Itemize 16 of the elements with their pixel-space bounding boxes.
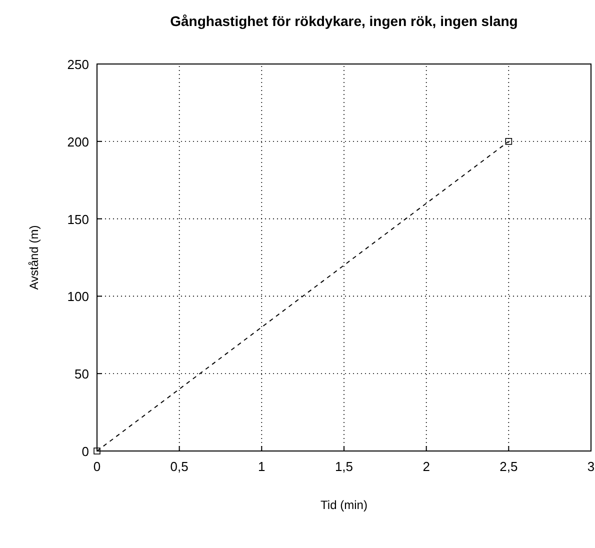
y-tick-label: 150	[67, 212, 89, 227]
chart-title: Gånghastighet för rökdykare, ingen rök, ingen slang	[170, 13, 518, 29]
y-tick-label: 50	[74, 366, 89, 382]
x-axis-title: Tid (min)	[320, 498, 368, 512]
x-tick-label: 0,5	[170, 459, 188, 474]
y-axis-title: Avstånd (m)	[27, 225, 41, 290]
y-tick-label: 250	[67, 57, 89, 72]
x-tick-label: 1,5	[334, 459, 354, 474]
x-tick-label: 1	[258, 459, 266, 474]
y-tick-label: 200	[67, 134, 89, 150]
x-tick-label: 3	[587, 459, 595, 474]
x-tick-label: 2,5	[500, 459, 518, 474]
y-tick-label: 0	[82, 444, 89, 459]
y-tick-label: 100	[67, 289, 89, 304]
x-tick-label: 0	[93, 459, 101, 474]
x-tick-label: 2	[422, 459, 430, 474]
